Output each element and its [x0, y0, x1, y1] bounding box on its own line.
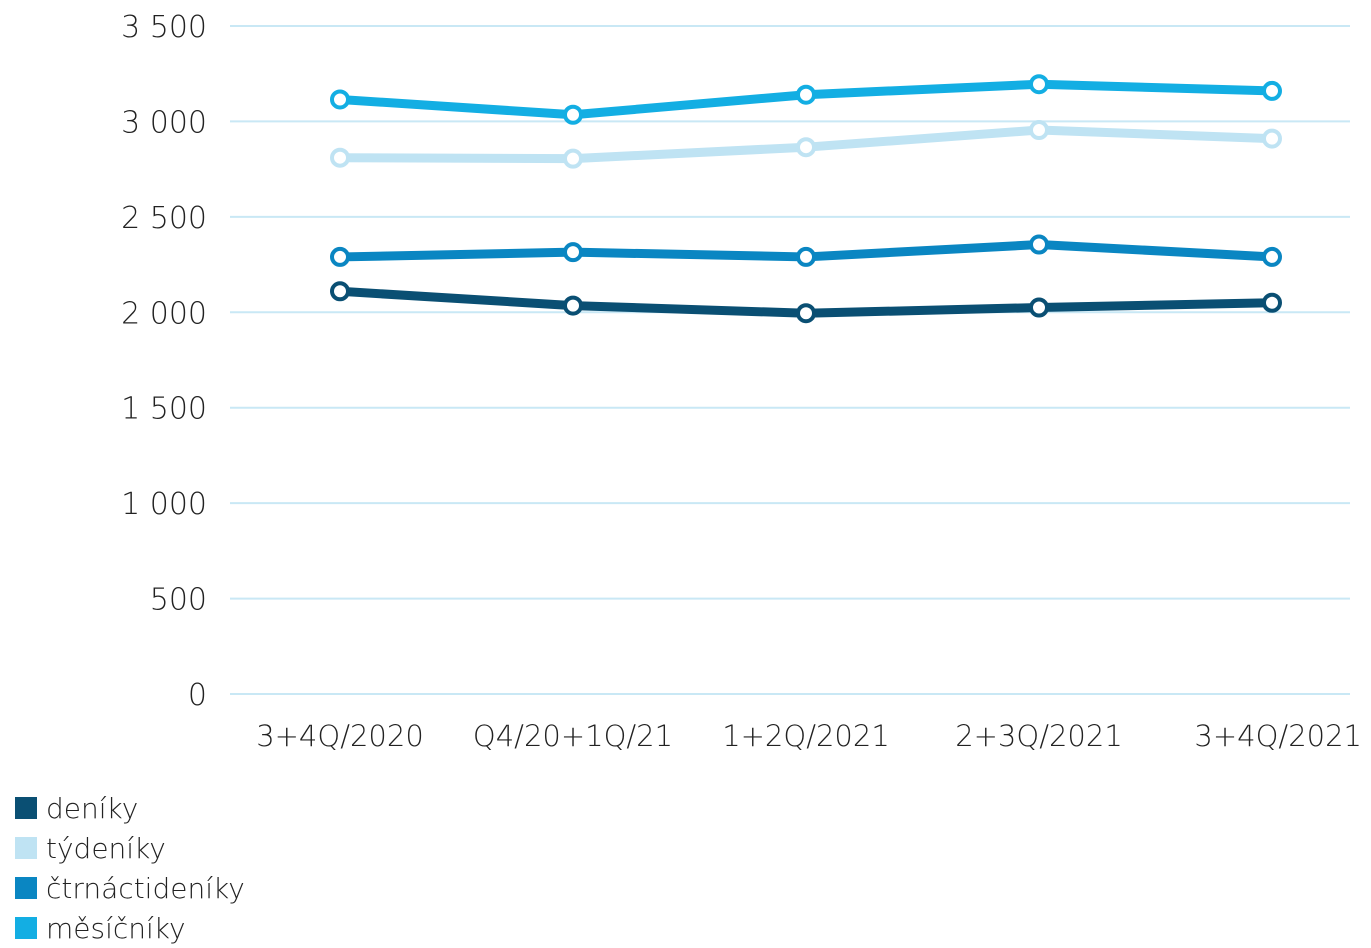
data-point: [1262, 246, 1282, 267]
y-tick-label: 0: [188, 678, 207, 713]
legend-swatch: [15, 837, 37, 859]
x-tick-label: 3+4Q/2020: [256, 719, 424, 753]
legend-item-mesicniky: měsíčníky: [15, 908, 245, 948]
x-tick-label: 3+4Q/2021: [1194, 719, 1362, 753]
gridlines: [230, 25, 1350, 695]
y-tick-label: 2 000: [121, 296, 207, 331]
series-2: [330, 234, 1282, 267]
data-point: [1262, 292, 1282, 313]
x-tick-label: 1+2Q/2021: [722, 719, 890, 753]
y-tick-label: 2 500: [121, 201, 207, 236]
series-0: [330, 281, 1282, 324]
data-point: [796, 246, 816, 267]
data-point: [1029, 234, 1049, 255]
data-point: [1029, 297, 1049, 318]
y-tick-label: 3 500: [121, 10, 207, 45]
data-point: [1262, 80, 1282, 101]
legend-item-tydeniky: týdeníky: [15, 828, 245, 868]
data-point: [1029, 120, 1049, 141]
data-point: [330, 89, 350, 110]
data-point: [563, 242, 583, 263]
y-axis-ticks: 0 500 1 000 1 500 2 000 2 500 3 000 3 500: [121, 10, 207, 713]
data-point: [330, 147, 350, 168]
series-lines: [330, 74, 1282, 324]
y-tick-label: 1 500: [121, 392, 207, 427]
legend-label: měsíčníky: [46, 911, 186, 945]
data-point: [1029, 74, 1049, 95]
legend-label: deníky: [46, 791, 139, 825]
series-1: [330, 120, 1282, 169]
x-tick-label: Q4/20+1Q/21: [473, 719, 673, 753]
data-point: [796, 137, 816, 158]
data-point: [563, 148, 583, 169]
y-tick-label: 3 000: [121, 105, 207, 140]
data-point: [1262, 128, 1282, 149]
data-point: [563, 104, 583, 125]
legend-swatch: [15, 797, 37, 819]
data-point: [796, 84, 816, 105]
legend-item-ctrnactideniky: čtrnáctideníky: [15, 868, 245, 908]
legend-label: čtrnáctideníky: [46, 871, 245, 905]
legend-item-deniky: deníky: [15, 788, 245, 828]
legend-swatch: [15, 877, 37, 899]
series-3: [330, 74, 1282, 125]
x-axis-ticks: 3+4Q/2020 Q4/20+1Q/21 1+2Q/2021 2+3Q/2021 3+…: [256, 719, 1362, 753]
legend: deníky týdeníky čtrnáctideníky měsíčníky: [15, 788, 245, 948]
legend-swatch: [15, 917, 37, 939]
y-tick-label: 500: [150, 583, 207, 618]
y-tick-label: 1 000: [121, 487, 207, 522]
data-point: [330, 246, 350, 267]
data-point: [563, 295, 583, 316]
legend-label: týdeníky: [46, 831, 166, 865]
data-point: [330, 281, 350, 302]
x-tick-label: 2+3Q/2021: [955, 719, 1123, 753]
data-point: [796, 303, 816, 324]
